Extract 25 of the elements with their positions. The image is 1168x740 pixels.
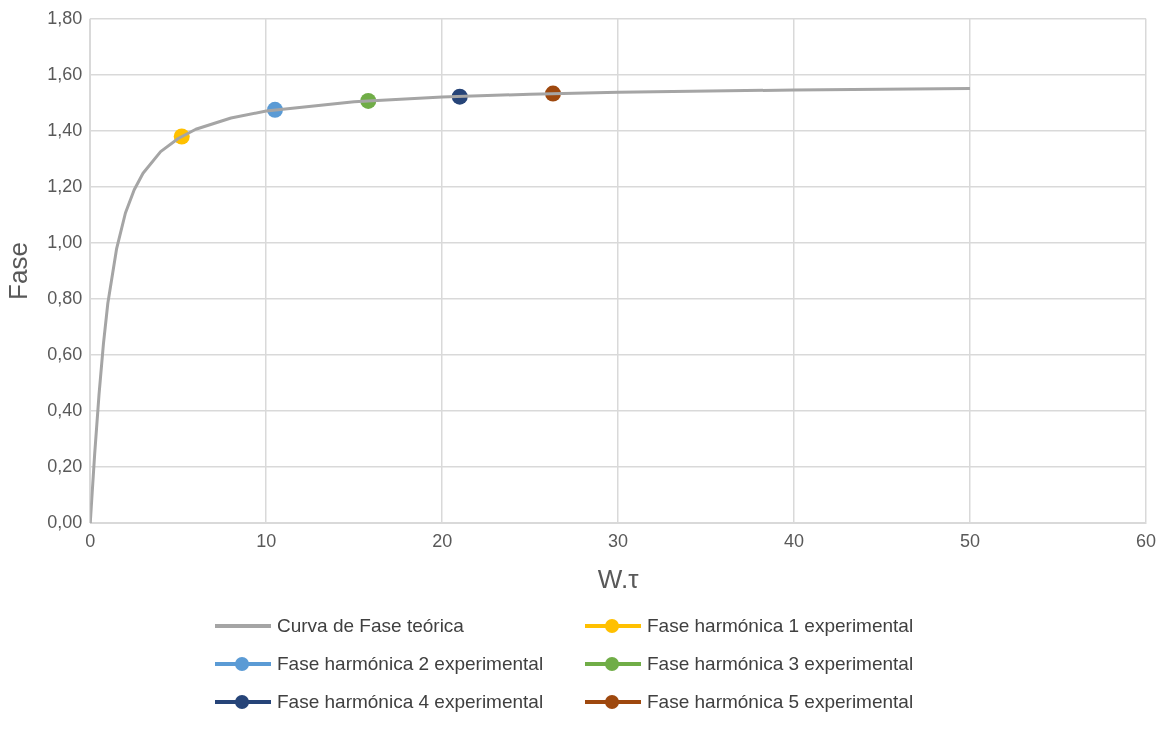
x-tick-label: 20 (432, 530, 453, 551)
x-tick-label: 40 (784, 530, 805, 551)
y-tick-label: 1,20 (47, 175, 83, 196)
legend-label: Fase harmónica 3 experimental (647, 653, 914, 675)
x-axis-title: W.τ (597, 563, 640, 594)
y-tick-label: 0,20 (47, 456, 83, 477)
y-tick-label: 1,00 (47, 231, 83, 252)
y-tick-label: 0,00 (47, 512, 83, 533)
legend-label: Fase harmónica 1 experimental (647, 615, 914, 637)
y-tick-label: 0,60 (47, 344, 83, 365)
x-tick-label: 0 (85, 530, 96, 551)
y-tick-label: 1,40 (47, 119, 83, 140)
x-tick-label: 10 (256, 530, 277, 551)
y-tick-label: 0,80 (47, 287, 83, 308)
legend-label: Fase harmónica 5 experimental (647, 691, 914, 713)
y-tick-label: 0,40 (47, 400, 83, 421)
x-tick-label: 50 (960, 530, 981, 551)
legend-label: Fase harmónica 2 experimental (277, 653, 544, 675)
legend-label: Curva de Fase teórica (277, 615, 464, 637)
y-tick-label: 1,60 (47, 63, 83, 84)
y-tick-label: 1,80 (47, 7, 83, 28)
y-axis-title: Fase (2, 242, 33, 300)
x-tick-label: 60 (1135, 530, 1157, 551)
legend-label: Fase harmónica 4 experimental (277, 691, 544, 713)
x-tick-label: 30 (608, 530, 629, 551)
